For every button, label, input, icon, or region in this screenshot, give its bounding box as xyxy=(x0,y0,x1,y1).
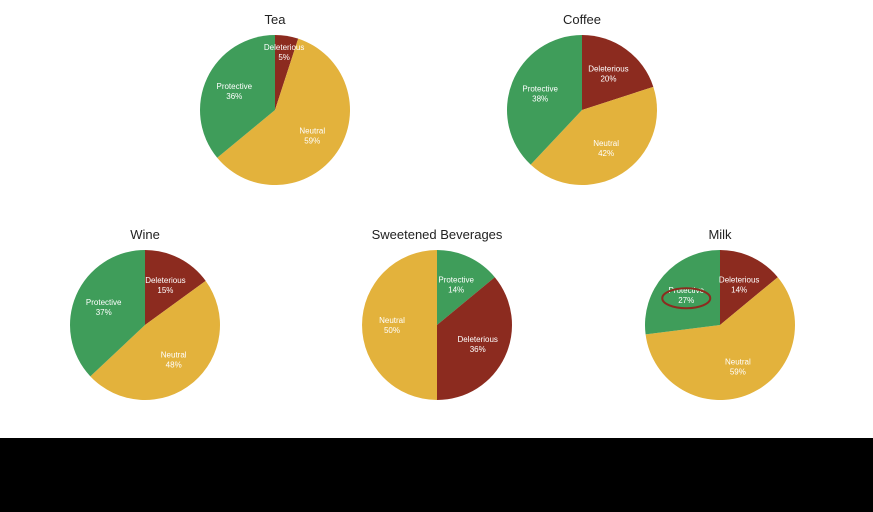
slice-label-pct: 38% xyxy=(532,94,548,103)
pie-slice-neutral xyxy=(362,250,437,400)
slice-label-name: Neutral xyxy=(299,126,325,135)
slice-label-pct: 42% xyxy=(598,149,614,158)
slice-label-pct: 36% xyxy=(470,345,486,354)
slice-label-pct: 37% xyxy=(96,308,112,317)
slice-label-name: Deleterious xyxy=(588,65,628,74)
slice-label-pct: 14% xyxy=(448,285,464,294)
pie-chart-milk: MilkDeleterious14%Neutral59%Protective27… xyxy=(635,227,805,405)
pie-chart-coffee: Coffee Deleterious20% Neutral42% Protective… xyxy=(497,12,667,190)
slice-label-name: Neutral xyxy=(593,139,619,148)
pie-title: Coffee xyxy=(497,12,667,27)
pie-svg: Deleterious14%Neutral59%Protective27% xyxy=(635,245,805,405)
slice-label-pct: 59% xyxy=(304,136,320,145)
slice-label-name: Deleterious xyxy=(457,335,497,344)
pie-title: Sweetened Beverages xyxy=(352,227,522,242)
slice-label-pct: 27% xyxy=(678,296,694,305)
slice-label-name: Protective xyxy=(438,275,474,284)
slice-label-name: Deleterious xyxy=(719,275,759,284)
slice-label-name: Neutral xyxy=(725,357,751,366)
pie-chart-wine: Wine Deleterious15% Neutral48% Protective37… xyxy=(60,227,230,405)
slice-label-name: Protective xyxy=(216,82,252,91)
pie-title: Wine xyxy=(60,227,230,242)
slice-label-name: Protective xyxy=(522,84,558,93)
chart-area: TeaDeleterious5%Neutral59%Protective36%C… xyxy=(0,0,873,438)
pie-title: Milk xyxy=(635,227,805,242)
slice-label-pct: 14% xyxy=(731,285,747,294)
pie-chart-sweetened: Sweetened Beverages Protective14% Deleteri… xyxy=(352,227,522,405)
slice-label-pct: 59% xyxy=(730,367,746,376)
slice-label-pct: 20% xyxy=(600,75,616,84)
footer-bar xyxy=(0,438,873,512)
slice-label-name: Deleterious xyxy=(264,43,304,52)
pie-svg: Deleterious20% Neutral42% Protective38% xyxy=(497,30,667,190)
slice-label-pct: 15% xyxy=(157,286,173,295)
slice-label-pct: 48% xyxy=(166,361,182,370)
pie-svg: Deleterious15% Neutral48% Protective37% xyxy=(60,245,230,405)
pie-chart-tea: Tea Deleterious5% Neutral59% Protective36% xyxy=(190,12,360,190)
pie-svg: Protective14% Deleterious36% Neutral50% xyxy=(352,245,522,405)
slice-label-name: Neutral xyxy=(379,316,405,325)
slice-label-name: Protective xyxy=(86,298,122,307)
pie-svg: Deleterious5% Neutral59% Protective36% xyxy=(190,30,360,190)
slice-label-name: Deleterious xyxy=(145,276,185,285)
slice-label-pct: 36% xyxy=(226,92,242,101)
slice-label-name: Neutral xyxy=(161,351,187,360)
pie-title: Tea xyxy=(190,12,360,27)
slice-label-pct: 5% xyxy=(278,53,290,62)
slice-label-pct: 50% xyxy=(384,326,400,335)
